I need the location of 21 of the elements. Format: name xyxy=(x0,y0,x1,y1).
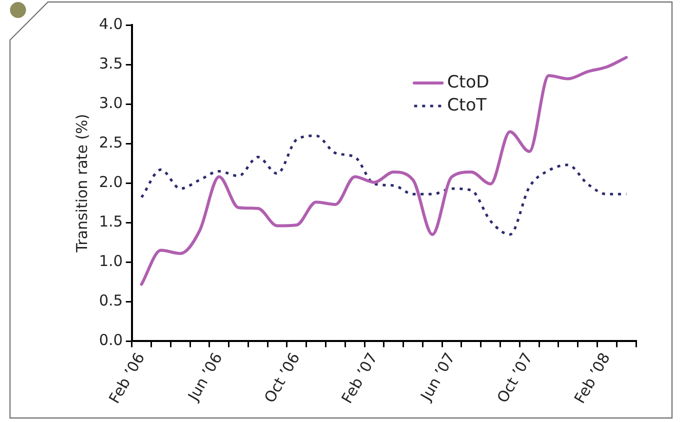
y-tick-label: 2.5 xyxy=(98,133,123,152)
x-tick-label: Jun ’07 xyxy=(416,350,459,405)
y-tick-label: 0.5 xyxy=(98,292,123,310)
y-tick-label: 3.5 xyxy=(98,54,123,72)
y-tick-label: 2.0 xyxy=(98,172,123,191)
line-series xyxy=(140,134,628,236)
line-series xyxy=(140,56,628,286)
y-tick-label: 0.0 xyxy=(98,331,123,350)
x-tick-label: Feb ’06 xyxy=(105,350,148,406)
legend-label: CtoD xyxy=(447,72,490,92)
x-tick-label: Feb ’08 xyxy=(570,350,614,406)
legend-label: CtoT xyxy=(447,95,488,116)
y-axis-title: Transition rate (%) xyxy=(72,114,91,254)
y-tick-label: 1.0 xyxy=(98,252,123,270)
x-tick-label: Jun ’06 xyxy=(184,350,226,405)
y-tick-label: 1.5 xyxy=(98,212,123,231)
x-tick-label: Oct ’06 xyxy=(260,350,304,406)
x-tick-label: Oct ’07 xyxy=(493,350,536,406)
y-tick-label: 4.0 xyxy=(98,14,123,33)
y-tick-label: 3.0 xyxy=(98,94,123,112)
x-tick-label: Feb ’07 xyxy=(338,350,382,406)
